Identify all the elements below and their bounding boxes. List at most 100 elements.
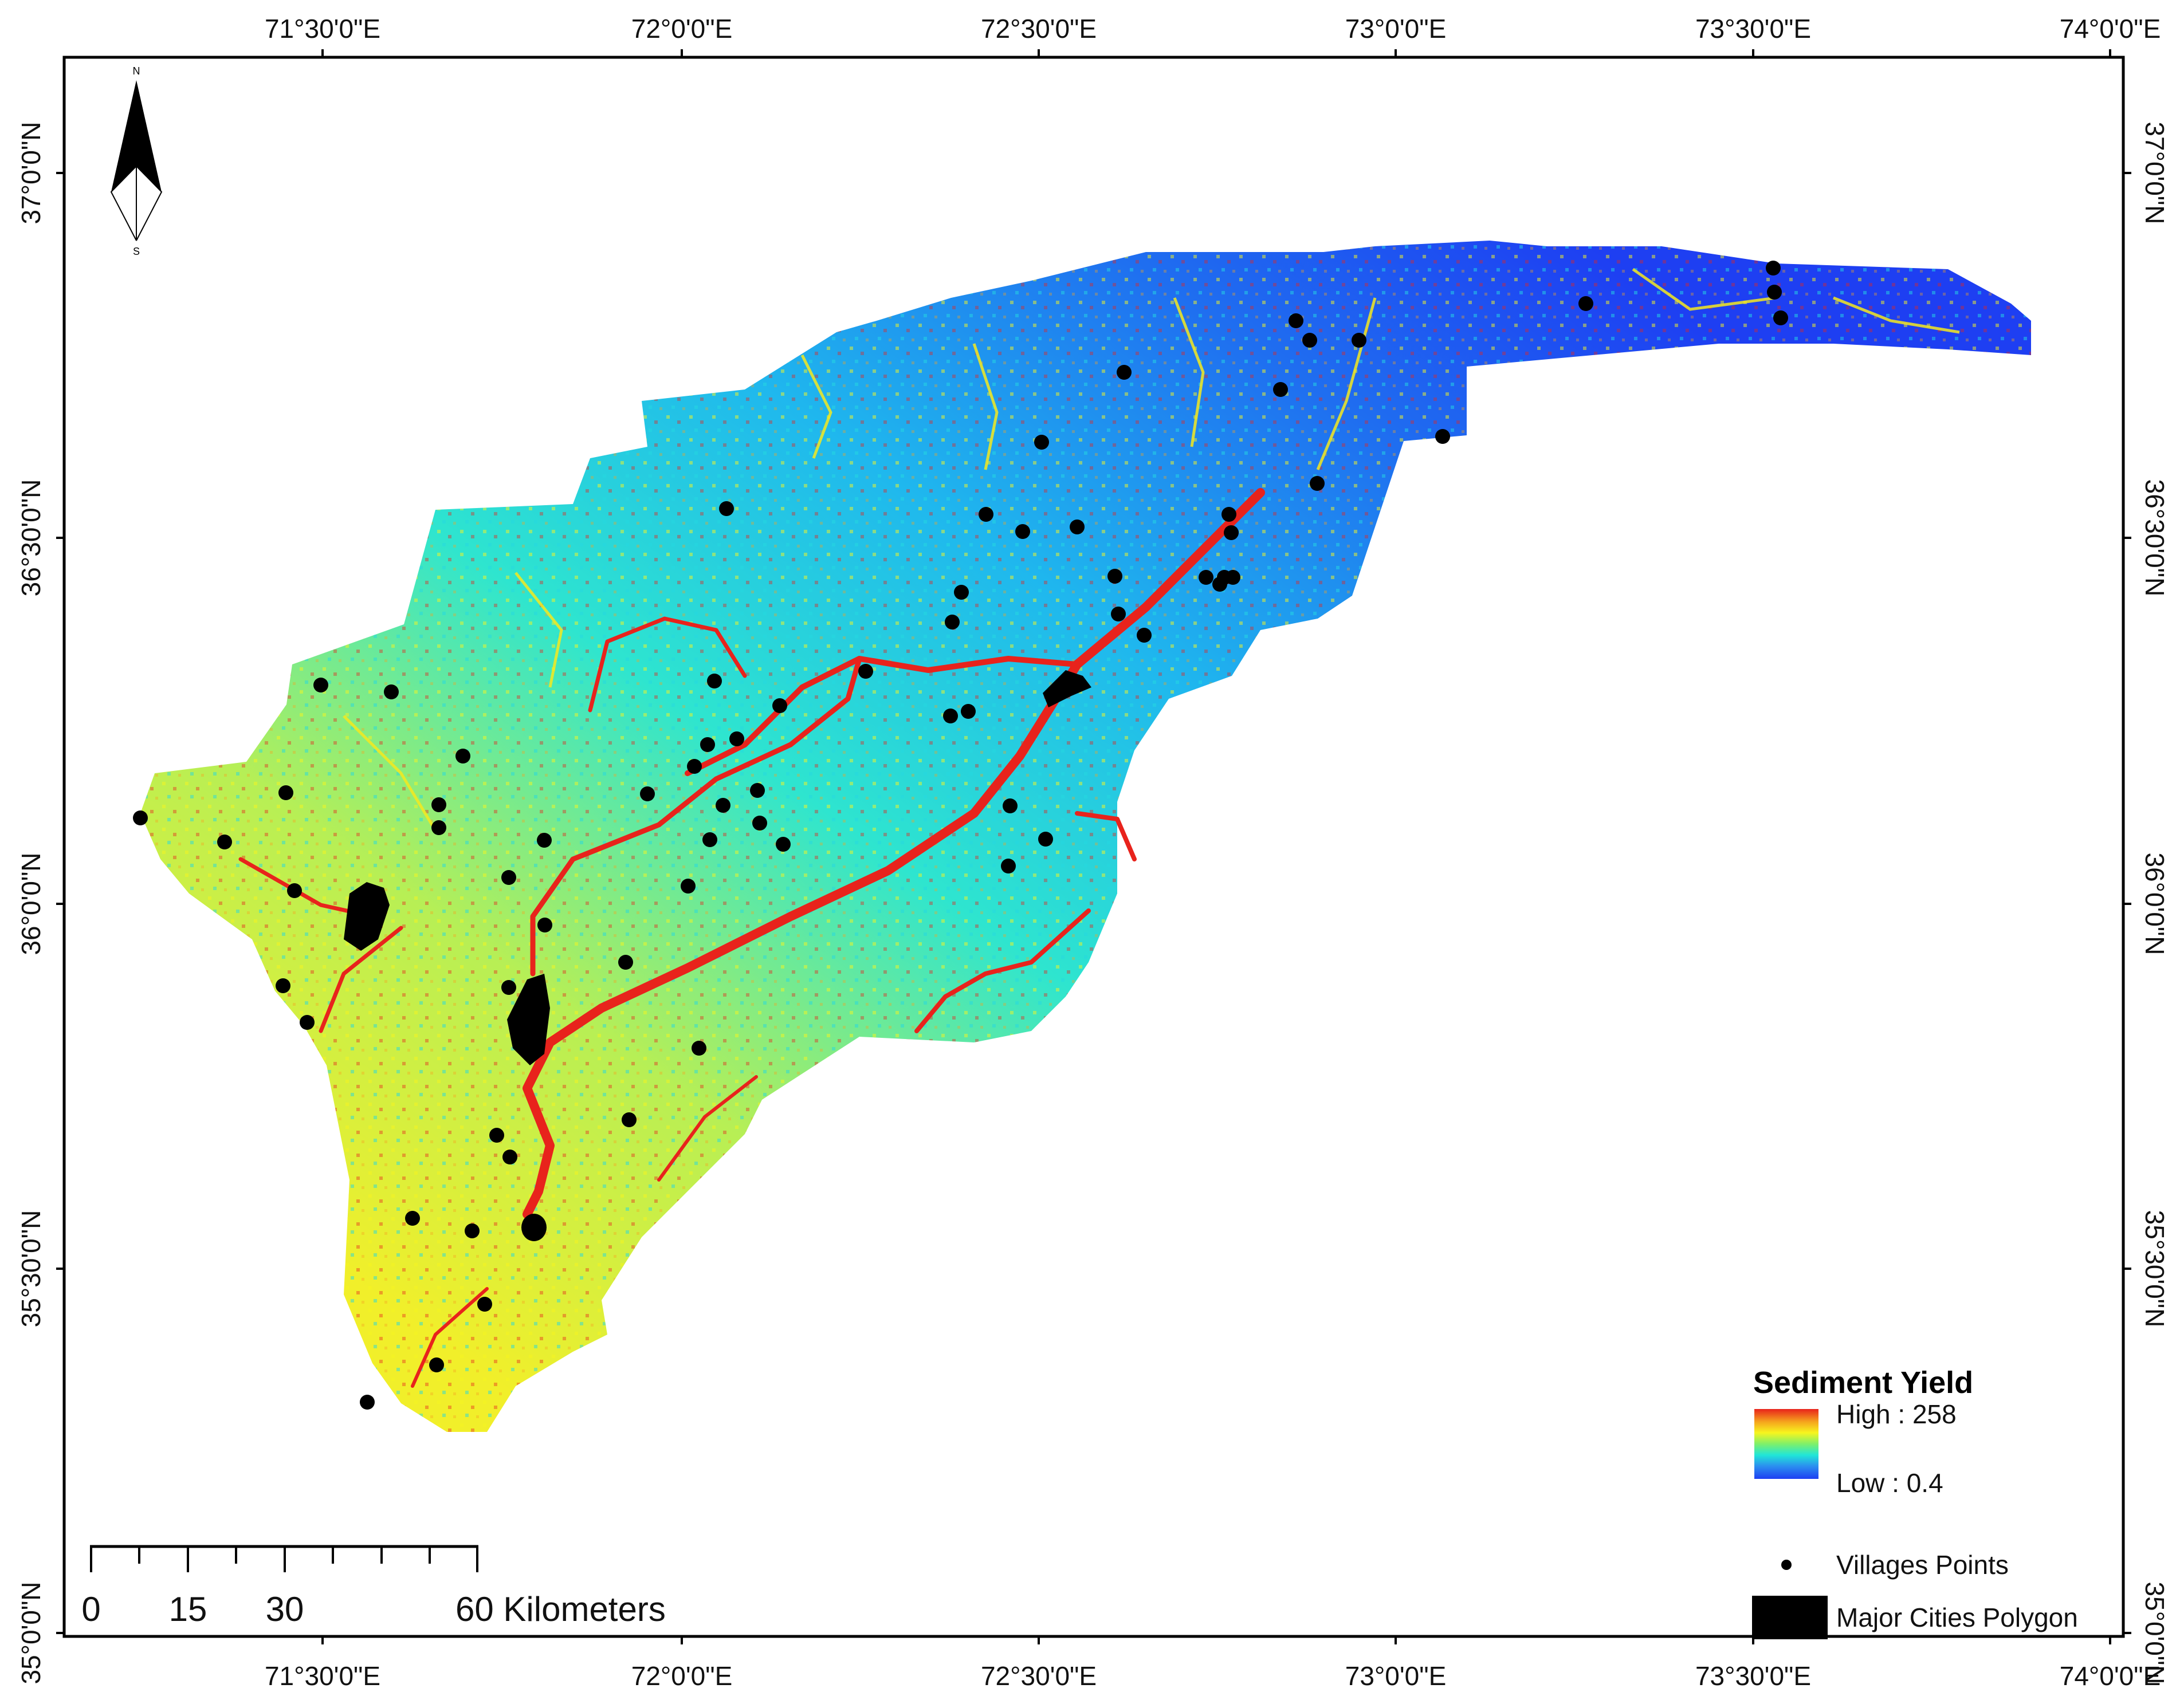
village-point	[961, 704, 976, 719]
village-point	[702, 832, 717, 847]
basin-texture	[140, 241, 2031, 1432]
village-point	[1302, 333, 1317, 348]
village-point	[1766, 261, 1781, 276]
lon-label-top: 72°30'0"E	[981, 14, 1097, 44]
village-point	[707, 674, 722, 688]
lat-label-right: 36°30'0"N	[2140, 479, 2170, 597]
village-point	[750, 783, 765, 798]
lon-label-top: 71°30'0"E	[265, 14, 380, 44]
village-point	[772, 698, 787, 713]
lat-label-right: 35°0'0"N	[2140, 1581, 2170, 1684]
scale-label-15: 15	[169, 1590, 207, 1628]
legend-color-ramp	[1754, 1409, 1818, 1479]
lon-label-top: 74°0'0"E	[2060, 14, 2161, 44]
village-point	[1767, 285, 1782, 300]
legend-low-label: Low : 0.4	[1836, 1468, 1943, 1498]
village-point	[1226, 570, 1240, 585]
scale-label-0: 0	[81, 1590, 100, 1628]
village-point	[384, 684, 399, 699]
village-point	[465, 1223, 480, 1238]
village-points	[133, 261, 1788, 1410]
lat-label-right: 37°0'0"N	[2140, 121, 2170, 224]
latitude-axis: 37°0'0"N 37°0'0"N 36°30'0"N 36°30'0"N 36°0'0…	[16, 121, 2170, 1684]
village-point	[681, 879, 696, 894]
lon-label-bottom: 73°30'0"E	[1695, 1661, 1811, 1691]
lat-label-left: 35°30'0"N	[16, 1210, 46, 1328]
village-point	[1773, 310, 1788, 325]
village-point	[716, 798, 730, 813]
village-point	[313, 678, 328, 692]
village-point	[1221, 507, 1236, 522]
lon-label-top: 73°0'0"E	[1345, 14, 1447, 44]
village-point	[1289, 313, 1303, 328]
lon-label-bottom: 72°30'0"E	[981, 1661, 1097, 1691]
village-point	[1117, 365, 1132, 380]
south-label: S	[133, 246, 140, 257]
village-point	[287, 883, 302, 898]
village-point	[1015, 524, 1030, 539]
village-point	[1578, 296, 1593, 311]
village-point	[954, 585, 969, 600]
legend-village-point-icon	[1781, 1560, 1792, 1570]
legend-villages-label: Villages Points	[1836, 1550, 2009, 1580]
lon-label-top: 72°0'0"E	[631, 14, 733, 44]
lon-label-top: 73°30'0"E	[1695, 14, 1811, 44]
village-point	[501, 980, 516, 995]
village-point	[1034, 435, 1049, 450]
north-arrow-icon: N S	[110, 65, 163, 257]
lon-label-bottom: 73°0'0"E	[1345, 1661, 1447, 1691]
village-point	[622, 1112, 637, 1127]
city-polygon	[507, 974, 550, 1065]
high-yield-rivers	[238, 488, 1265, 1388]
lon-label-bottom: 71°30'0"E	[265, 1661, 380, 1691]
longitude-axis: 71°30'0"E 71°30'0"E 72°0'0"E 72°0'0"E 72°30'…	[265, 14, 2161, 1691]
village-point	[618, 955, 633, 970]
village-point	[1435, 429, 1450, 444]
village-point	[455, 749, 470, 764]
lat-label-right: 35°30'0"N	[2140, 1210, 2170, 1328]
scale-label-60: 60 Kilometers	[455, 1590, 666, 1628]
village-point	[405, 1211, 420, 1226]
village-point	[537, 918, 552, 932]
village-point	[945, 615, 960, 629]
city-polygon	[521, 1214, 547, 1241]
village-point	[1003, 798, 1018, 813]
lat-label-left: 36°30'0"N	[16, 479, 46, 597]
village-point	[1310, 476, 1325, 491]
city-polygon	[1043, 670, 1091, 707]
village-point	[133, 810, 148, 825]
lat-label-left: 36°0'0"N	[16, 852, 46, 955]
village-point	[217, 835, 232, 849]
village-point	[431, 797, 446, 812]
village-point	[300, 1015, 315, 1030]
village-point	[752, 816, 767, 831]
village-point	[858, 664, 873, 679]
village-point	[1224, 525, 1239, 540]
village-point	[1111, 607, 1126, 621]
village-point	[431, 820, 446, 835]
lon-label-bottom: 74°0'0"E	[2060, 1661, 2161, 1691]
scale-bar: 0 15 30 60 Kilometers	[81, 1545, 666, 1628]
village-point	[1070, 520, 1085, 534]
village-point	[687, 759, 702, 774]
village-point	[276, 978, 290, 993]
lon-label-bottom: 72°0'0"E	[631, 1661, 733, 1691]
village-point	[429, 1357, 444, 1372]
legend-city-polygon-icon	[1752, 1596, 1828, 1639]
village-point	[719, 501, 734, 516]
village-point	[278, 785, 293, 800]
village-point	[1212, 577, 1227, 592]
village-point	[1137, 628, 1152, 643]
legend: Sediment Yield High : 258 Low : 0.4 Vill…	[1752, 1365, 2078, 1639]
lat-label-left: 35°0'0"N	[16, 1581, 46, 1684]
village-point	[1352, 333, 1366, 348]
legend-cities-label: Major Cities Polygon	[1836, 1603, 2078, 1632]
village-point	[537, 833, 552, 848]
village-point	[692, 1041, 706, 1056]
village-point	[776, 837, 791, 852]
lat-label-left: 37°0'0"N	[16, 121, 46, 224]
village-point	[1001, 859, 1016, 873]
village-point	[640, 786, 655, 801]
village-point	[501, 870, 516, 885]
